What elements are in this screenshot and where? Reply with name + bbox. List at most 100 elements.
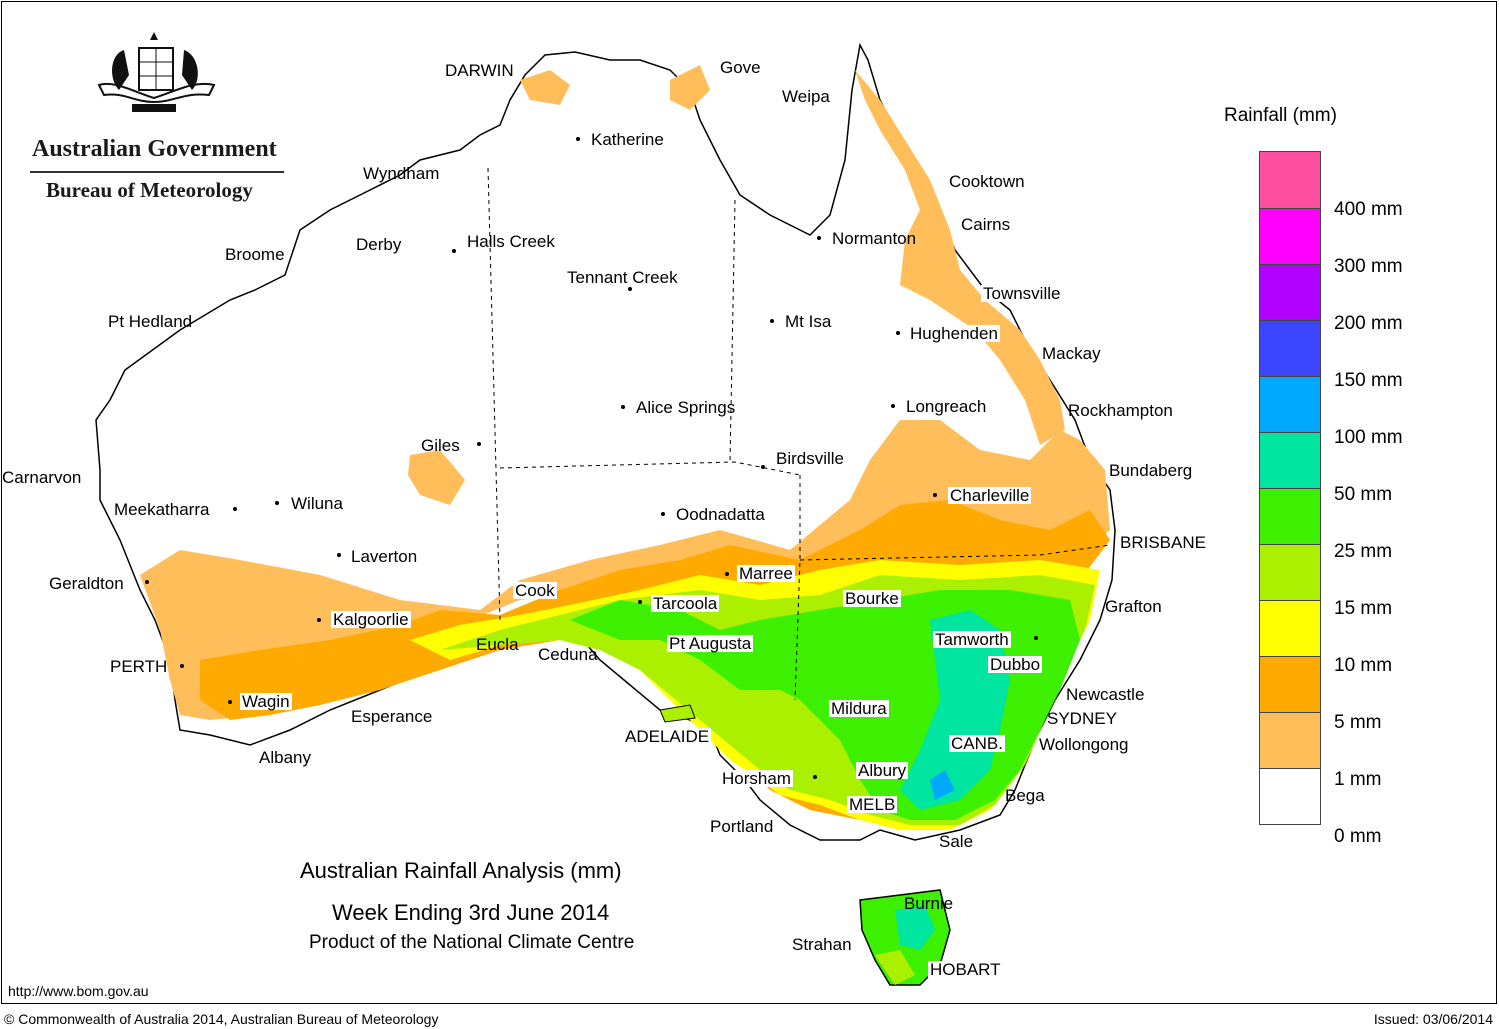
place-label: PERTH [110,657,168,676]
place-label: Grafton [1105,597,1162,616]
place-label: Wyndham [363,164,440,183]
place-label: Bourke [843,589,901,608]
place-label: DARWIN [445,61,514,80]
legend-band [1260,656,1320,712]
legend-band [1260,768,1320,824]
legend-band [1260,152,1320,208]
rain-zone-1mm-giles [408,450,465,505]
rain-zone-50mm [900,610,1010,810]
state-border-nt-sa [499,461,801,476]
place-label: Burnie [904,894,954,913]
coat-of-arms-logo [97,32,216,112]
place-dot [761,465,765,469]
place-label: Kalgoorlie [331,610,411,629]
place-dot [621,405,625,409]
state-border-qld [729,199,736,463]
place-label: Newcastle [1066,685,1145,704]
place-label: Derby [356,235,402,254]
place-dot [817,236,821,240]
legend-band [1260,544,1320,600]
legend-label: 150 mm [1334,370,1403,391]
place-label: MELB [847,795,898,814]
place-label: Rockhampton [1068,401,1173,420]
place-label: Katherine [591,130,664,149]
tasmania-dry-zone [875,950,915,985]
place-label: Pt Hedland [108,312,193,331]
place-label: Horsham [720,769,793,788]
website-url[interactable]: http://www.bom.gov.au [8,983,149,999]
place-label: Oodnadatta [676,505,765,524]
legend-band [1260,320,1320,376]
place-label: Normanton [832,229,917,248]
place-dot [576,137,580,141]
government-name: Australian Government [32,136,277,162]
place-label: Sale [939,832,974,851]
place-label: Strahan [792,935,852,954]
issued-date: Issued: 03/06/2014 [1373,1011,1493,1027]
place-dot [725,572,729,576]
place-label: Tennant Creek [567,268,678,287]
place-dot [452,249,456,253]
state-border-nsw-qld [799,544,1111,561]
kangaroo-island [659,704,696,723]
legend-label: 0 mm [1334,826,1382,847]
place-dot [228,700,232,704]
map-frame [1,1,1497,1004]
place-dot [661,512,665,516]
place-label: Longreach [906,397,987,416]
place-label: ADELAIDE [623,727,712,746]
place-dot [933,493,937,497]
place-label: Bundaberg [1109,461,1193,480]
place-label: Birdsville [776,449,845,468]
place-label: Mackay [1042,344,1101,363]
place-label: Pt Augusta [667,634,754,653]
legend-band [1260,264,1320,320]
place-dot [813,775,817,779]
place-label: Albany [259,748,311,767]
legend-label: 50 mm [1334,484,1393,505]
place-dot [317,618,321,622]
place-label: Wagin [240,692,292,711]
place-label: Meekatharra [114,500,210,519]
legend-label: 1 mm [1334,769,1382,790]
place-label: Tamworth [933,630,1011,649]
place-label: Hughenden [908,324,1000,343]
place-label: BRISBANE [1118,533,1208,552]
legend-label: 5 mm [1334,712,1382,733]
place-label: Broome [225,245,285,264]
place-label: SYDNEY [1047,709,1117,728]
place-dot [233,507,237,511]
legend-band [1260,376,1320,432]
logo-divider [30,171,284,173]
place-label: Gove [720,58,761,77]
rain-zone-1mm-gove [670,65,710,110]
bureau-name: Bureau of Meteorology [46,178,253,202]
legend-band [1260,600,1320,656]
place-dot [337,553,341,557]
state-border-sa-nsw [794,475,801,701]
legend-band [1260,432,1320,488]
place-label: Laverton [351,547,418,566]
place-label: Cooktown [947,172,1027,191]
place-dot [770,319,774,323]
place-label: Mildura [829,699,889,718]
place-label: Dubbo [988,655,1043,674]
legend-band [1260,488,1320,544]
legend-band [1260,208,1320,264]
legend-label: 300 mm [1334,256,1403,277]
place-dot [891,404,895,408]
rain-zone-1mm-darwin [520,70,570,105]
place-label: Weipa [782,87,830,106]
place-label: Giles [421,436,460,455]
place-label: Cairns [959,215,1013,234]
place-label: Ceduna [538,645,598,664]
place-dot [1034,636,1038,640]
map-credit: Product of the National Climate Centre [309,932,635,953]
place-dot [896,331,900,335]
place-dot [275,501,279,505]
place-label: Bega [1005,786,1045,805]
legend-label: 25 mm [1334,541,1393,562]
place-label: Cook [513,581,557,600]
place-dot [477,442,481,446]
